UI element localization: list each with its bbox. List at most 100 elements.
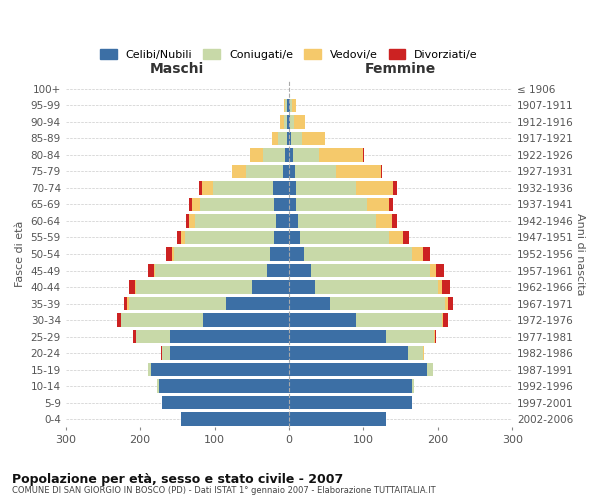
Bar — [163, 346, 170, 360]
Bar — [298, 214, 376, 228]
Bar — [295, 164, 336, 178]
Bar — [289, 230, 300, 244]
Bar — [380, 164, 382, 178]
Bar — [289, 115, 290, 128]
Bar — [181, 412, 289, 426]
Bar — [129, 297, 226, 310]
Bar — [296, 198, 367, 211]
Bar — [412, 380, 414, 393]
Bar — [189, 198, 192, 211]
Bar — [154, 264, 155, 278]
Bar — [250, 148, 263, 162]
Bar — [202, 181, 213, 194]
Bar — [289, 132, 291, 145]
Bar — [289, 164, 295, 178]
Bar — [289, 98, 290, 112]
Bar — [263, 148, 285, 162]
Bar — [133, 330, 136, 344]
Bar — [300, 230, 389, 244]
Bar — [289, 330, 386, 344]
Bar — [289, 396, 412, 409]
Bar — [252, 280, 289, 294]
Bar — [289, 297, 330, 310]
Y-axis label: Fasce di età: Fasce di età — [15, 221, 25, 287]
Text: Femmine: Femmine — [365, 62, 436, 76]
Bar — [226, 297, 289, 310]
Bar — [289, 181, 296, 194]
Bar — [285, 98, 287, 112]
Bar — [284, 115, 287, 128]
Bar — [386, 330, 434, 344]
Bar — [435, 330, 436, 344]
Bar — [289, 214, 298, 228]
Bar — [367, 198, 389, 211]
Bar — [284, 98, 285, 112]
Bar — [290, 98, 292, 112]
Bar — [356, 314, 442, 327]
Bar — [159, 380, 289, 393]
Bar — [319, 148, 364, 162]
Bar — [287, 132, 289, 145]
Bar — [289, 148, 293, 162]
Bar — [408, 346, 423, 360]
Y-axis label: Anni di nascita: Anni di nascita — [575, 213, 585, 296]
Bar — [166, 247, 172, 261]
Bar — [181, 230, 185, 244]
Bar — [291, 132, 302, 145]
Bar — [289, 346, 408, 360]
Bar — [272, 181, 289, 194]
Bar — [389, 230, 403, 244]
Bar — [157, 380, 159, 393]
Bar — [163, 396, 289, 409]
Bar — [389, 198, 393, 211]
Bar — [232, 164, 246, 178]
Bar — [129, 280, 135, 294]
Bar — [311, 264, 430, 278]
Text: COMUNE DI SAN GIORGIO IN BOSCO (PD) - Dati ISTAT 1° gennaio 2007 - Elaborazione : COMUNE DI SAN GIORGIO IN BOSCO (PD) - Da… — [12, 486, 436, 495]
Text: Popolazione per età, sesso e stato civile - 2007: Popolazione per età, sesso e stato civil… — [12, 472, 343, 486]
Bar — [176, 230, 181, 244]
Bar — [275, 214, 289, 228]
Bar — [287, 98, 289, 112]
Bar — [443, 314, 448, 327]
Bar — [185, 230, 274, 244]
Bar — [280, 115, 284, 128]
Bar — [266, 264, 289, 278]
Bar — [289, 314, 356, 327]
Bar — [161, 346, 163, 360]
Bar — [289, 380, 412, 393]
Bar — [274, 230, 289, 244]
Bar — [213, 181, 272, 194]
Bar — [274, 198, 289, 211]
Bar — [148, 363, 151, 376]
Bar — [442, 314, 443, 327]
Bar — [356, 181, 393, 194]
Bar — [127, 297, 129, 310]
Bar — [200, 198, 274, 211]
Bar — [423, 346, 424, 360]
Bar — [438, 280, 442, 294]
Bar — [195, 214, 275, 228]
Bar — [412, 247, 423, 261]
Bar — [287, 115, 289, 128]
Bar — [289, 247, 304, 261]
Bar — [423, 247, 430, 261]
Bar — [272, 132, 278, 145]
Bar — [294, 115, 305, 128]
Bar — [203, 314, 289, 327]
Bar — [289, 363, 427, 376]
Bar — [124, 297, 127, 310]
Bar — [155, 264, 266, 278]
Bar — [315, 280, 438, 294]
Bar — [285, 148, 289, 162]
Bar — [289, 264, 311, 278]
Bar — [296, 181, 356, 194]
Bar — [427, 363, 433, 376]
Bar — [278, 132, 287, 145]
Bar — [403, 230, 409, 244]
Bar — [121, 314, 203, 327]
Bar — [173, 247, 271, 261]
Bar — [392, 214, 397, 228]
Bar — [442, 280, 451, 294]
Bar — [117, 314, 121, 327]
